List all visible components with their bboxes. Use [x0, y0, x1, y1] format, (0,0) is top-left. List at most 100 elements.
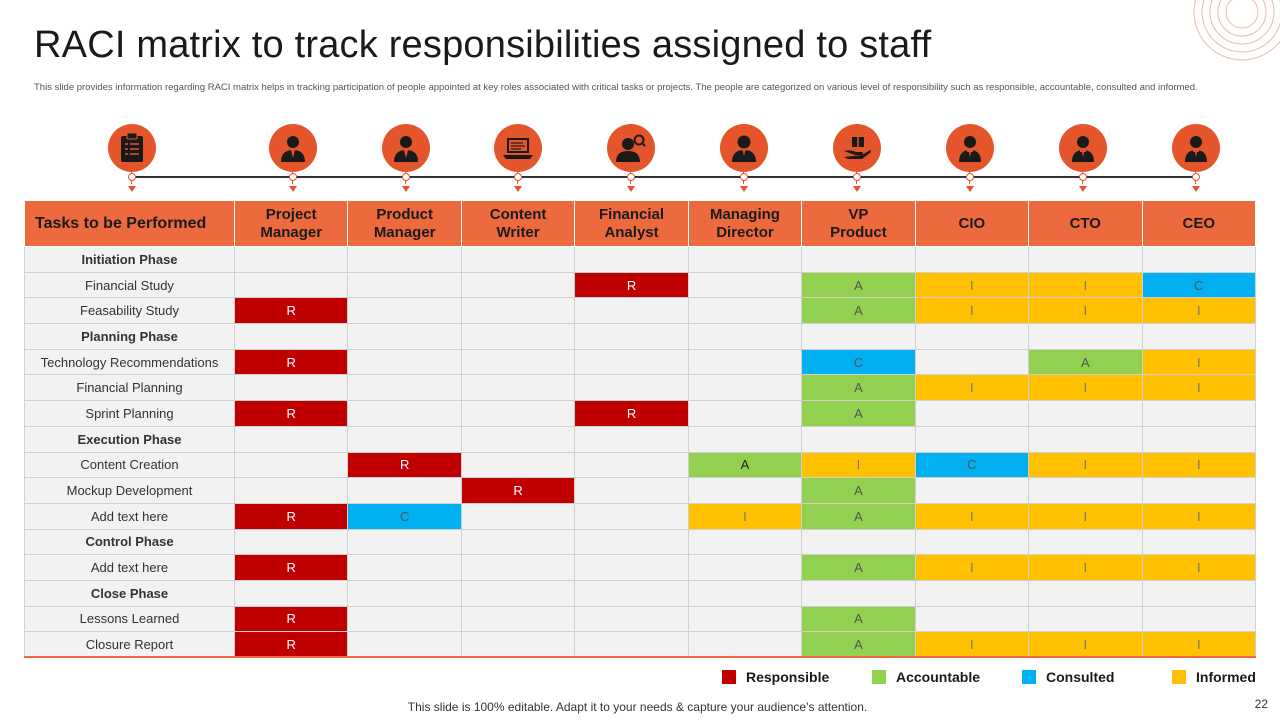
task-label: Mockup Development — [24, 477, 235, 504]
role-circle — [494, 124, 542, 172]
raci-cell-a: A — [1028, 348, 1143, 376]
raci-cell-empty — [460, 631, 576, 658]
table-bottom-border — [24, 656, 1256, 658]
table-row: Mockup Development R A — [24, 477, 1256, 504]
raci-cell-empty — [574, 528, 689, 556]
role-connector-dot — [402, 173, 410, 181]
raci-cell-i: I — [1028, 554, 1143, 581]
raci-cell-i: I — [914, 271, 1030, 299]
raci-cell-empty — [687, 323, 803, 350]
executive-icon — [1069, 134, 1097, 162]
table-row: Financial Study R A I I C — [24, 271, 1256, 299]
raci-cell-empty — [687, 400, 803, 427]
raci-cell-empty — [233, 579, 349, 607]
raci-cell-empty — [347, 528, 462, 556]
raci-cell-empty — [687, 297, 803, 325]
raci-cell-empty — [1028, 323, 1143, 350]
raci-cell-r: R — [347, 451, 462, 479]
raci-cell-i: I — [914, 374, 1030, 402]
raci-cell-i: I — [1141, 554, 1256, 581]
raci-cell-empty — [574, 502, 689, 530]
raci-cell-empty — [347, 400, 462, 427]
arrow-down-icon — [1079, 186, 1087, 192]
phase-row: Execution Phase — [24, 425, 1256, 453]
role-circle — [269, 124, 317, 172]
arrow-down-icon — [627, 186, 635, 192]
raci-cell-empty — [687, 348, 803, 376]
raci-cell-empty — [347, 631, 462, 658]
raci-cell-empty — [687, 271, 803, 299]
role-node — [494, 124, 542, 194]
raci-cell-c: C — [914, 451, 1030, 479]
role-circle — [946, 124, 994, 172]
raci-cell-empty — [687, 579, 803, 607]
role-connector-dot — [853, 173, 861, 181]
raci-cell-empty — [1028, 477, 1143, 504]
page-subtitle: This slide provides information regardin… — [34, 82, 1198, 93]
raci-cell-empty — [574, 579, 689, 607]
raci-cell-empty — [460, 323, 576, 350]
raci-cell-empty — [574, 348, 689, 376]
table-header-row: Tasks to be Performed Project Manager Prod… — [24, 200, 1256, 247]
table-row: Add text here R A I I I — [24, 554, 1256, 581]
role-circle — [382, 124, 430, 172]
raci-cell-r: R — [233, 554, 349, 581]
arrow-down-icon — [853, 186, 861, 192]
legend-item: Accountable — [872, 669, 1022, 685]
raci-cell-c: C — [347, 502, 462, 530]
raci-cell-c: C — [1141, 271, 1256, 299]
column-header-role: CIO — [914, 200, 1030, 247]
raci-cell-empty — [801, 246, 916, 273]
raci-cell-empty — [347, 477, 462, 504]
task-label: Add text here — [24, 502, 235, 530]
raci-cell-empty — [460, 451, 576, 479]
raci-cell-empty — [1141, 579, 1256, 607]
raci-cell-r: R — [233, 502, 349, 530]
raci-cell-empty — [574, 451, 689, 479]
legend-swatch — [1022, 670, 1036, 684]
legend: Responsible Accountable Consulted Informed — [722, 669, 1280, 685]
role-circle — [607, 124, 655, 172]
arrow-down-icon — [402, 186, 410, 192]
phase-label: Initiation Phase — [24, 246, 235, 273]
column-header-role: Managing Director — [687, 200, 803, 247]
raci-cell-i: I — [1141, 374, 1256, 402]
raci-cell-empty — [460, 348, 576, 376]
legend-swatch — [722, 670, 736, 684]
task-label: Financial Planning — [24, 374, 235, 402]
raci-cell-empty — [574, 477, 689, 504]
raci-cell-empty — [233, 425, 349, 453]
role-connector-dot — [740, 173, 748, 181]
raci-cell-i: I — [914, 554, 1030, 581]
column-header-role: CTO — [1028, 200, 1143, 247]
raci-cell-empty — [914, 528, 1030, 556]
phase-row: Close Phase — [24, 579, 1256, 607]
raci-cell-empty — [1028, 528, 1143, 556]
product-hand-icon — [842, 135, 872, 161]
analyst-icon — [616, 134, 646, 162]
role-icons-row — [0, 124, 1280, 194]
raci-cell-empty — [574, 605, 689, 633]
raci-cell-a: A — [801, 400, 916, 427]
raci-cell-empty — [687, 246, 803, 273]
raci-cell-i: I — [687, 502, 803, 530]
raci-cell-empty — [347, 579, 462, 607]
page-title: RACI matrix to track responsibilities as… — [34, 24, 932, 66]
icon-connector-line — [132, 176, 1196, 178]
arrow-down-icon — [740, 186, 748, 192]
raci-cell-empty — [914, 400, 1030, 427]
raci-cell-empty — [801, 528, 916, 556]
role-node — [269, 124, 317, 194]
raci-cell-empty — [460, 425, 576, 453]
raci-cell-empty — [1141, 477, 1256, 504]
raci-cell-empty — [574, 374, 689, 402]
raci-cell-empty — [233, 271, 349, 299]
raci-cell-empty — [460, 271, 576, 299]
concentric-circles-decoration — [1193, 0, 1280, 61]
raci-cell-empty — [574, 297, 689, 325]
raci-cell-empty — [1028, 246, 1143, 273]
raci-cell-i: I — [1141, 297, 1256, 325]
table-row: Content Creation R A I C I I — [24, 451, 1256, 479]
raci-cell-empty — [574, 425, 689, 453]
raci-cell-a: A — [801, 477, 916, 504]
